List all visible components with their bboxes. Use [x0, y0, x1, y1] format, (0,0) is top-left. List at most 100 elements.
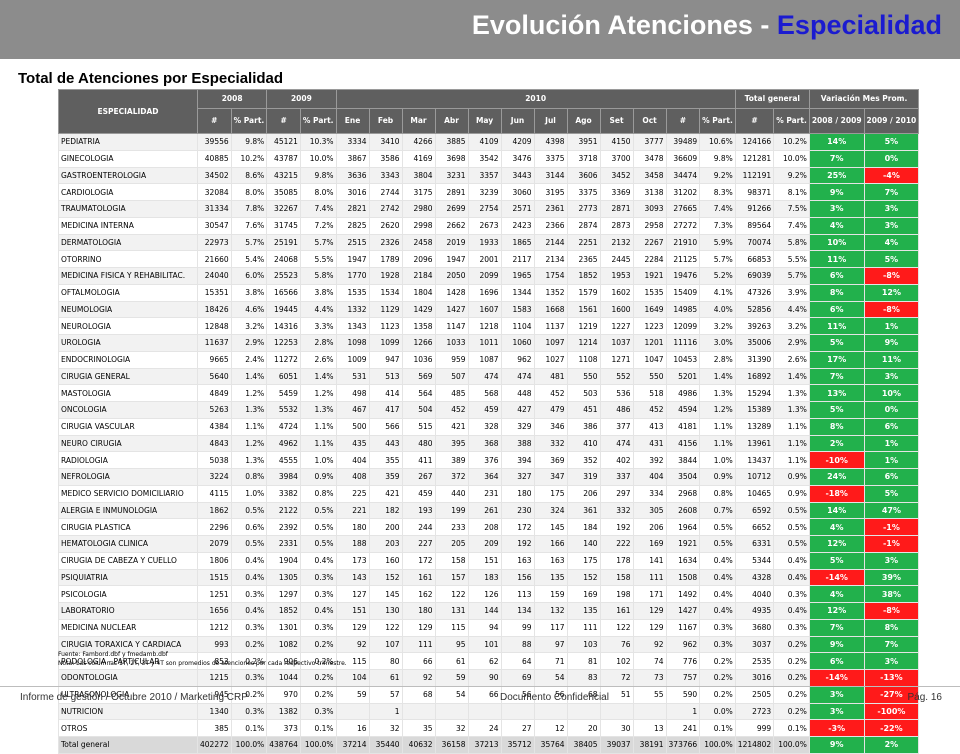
cell-value: 39037	[599, 736, 634, 754]
cell-value: 474	[599, 434, 634, 453]
cell-value: 2620	[368, 216, 403, 235]
cell-value: 68	[401, 685, 436, 704]
cell-value: 1	[665, 702, 701, 721]
cell-value: 70074	[734, 233, 775, 252]
cell-value: 188	[335, 535, 370, 553]
cell-value: 0.1%	[230, 719, 268, 737]
cell-value: 1215	[197, 669, 232, 687]
cell-variacion: 8%	[808, 283, 865, 302]
cell-value: 2744	[368, 183, 403, 201]
cell-value: 22973	[197, 233, 232, 252]
cell-value: 1561	[566, 300, 601, 319]
cell-variacion: -8%	[863, 300, 920, 319]
cell-value: 127	[335, 585, 370, 603]
cell-value: 16566	[266, 283, 301, 302]
cell-value: 122	[599, 618, 634, 637]
cell-especialidad: OTORRINO	[58, 250, 198, 268]
cell-value: 2122	[266, 501, 301, 520]
cell-value: 4843	[197, 434, 232, 453]
cell-value: 590	[665, 685, 701, 704]
cell-value: 222	[599, 535, 634, 553]
subheader-part: % Part.	[773, 108, 810, 134]
cell-value: 1804	[401, 283, 436, 302]
cell-value: 359	[368, 468, 403, 486]
table-row: CIRUGIA PLASTICA 2296 0.6% 2392 0.5% 180 200 24…	[58, 518, 920, 536]
cell-value: 4328	[734, 568, 775, 587]
cell-value: 2366	[533, 216, 568, 235]
cell-value: 2132	[599, 233, 634, 252]
cell-value: 83	[566, 669, 601, 687]
subheader-var-2008-2009: 2008 / 2009	[808, 108, 865, 134]
table-row: ALERGIA E INMUNOLOGIA 1862 0.5% 2122 0.5% 221…	[58, 501, 920, 520]
cell-value: 2326	[368, 233, 403, 252]
cell-value: 3410	[368, 133, 403, 151]
cell-value: 21125	[665, 250, 701, 268]
cell-variacion: -22%	[863, 719, 920, 737]
cell-variacion: 9%	[808, 736, 865, 754]
cell-value: 18426	[197, 300, 232, 319]
cell-value: 2958	[632, 216, 667, 235]
cell-value: 135	[566, 602, 601, 620]
cell-value: 43787	[266, 149, 301, 168]
cell-value: 11272	[266, 350, 301, 369]
cell-value: 1.1%	[773, 434, 810, 453]
cell-value: 1251	[197, 585, 232, 603]
cell-value: 3718	[566, 149, 601, 168]
cell-value: 0.3%	[230, 618, 268, 637]
cell-value: 410	[566, 434, 601, 453]
cell-value: 47326	[734, 283, 775, 302]
cell-variacion: 1%	[863, 434, 920, 453]
cell-value: 1214	[566, 334, 601, 352]
cell-value: 9.8%	[230, 133, 268, 151]
cell-value: 122	[368, 618, 403, 637]
cell-variacion: -27%	[863, 685, 920, 704]
cell-value: 92	[335, 635, 370, 654]
cell-value: 2284	[632, 250, 667, 268]
table-row: PSICOLOGIA 1251 0.3% 1297 0.3% 127 145 162 122 12…	[58, 585, 920, 603]
cell-value: 4266	[401, 133, 436, 151]
cell-value: 999	[734, 719, 775, 737]
cell-value: 0.3%	[699, 635, 736, 654]
cell-value: 1147	[434, 317, 469, 335]
cell-value: 10453	[665, 350, 701, 369]
cell-variacion: 6%	[808, 652, 865, 670]
cell-especialidad: CIRUGIA DE CABEZA Y CUELLO	[58, 551, 198, 570]
table-row: CARDIOLOGIA 32084 8.0% 35085 8.0% 3016 2744 317…	[58, 183, 920, 201]
cell-value: 24040	[197, 267, 232, 285]
table-row: OTORRINO 21660 5.4% 24068 5.5% 1947 1789 2096 19…	[58, 250, 920, 268]
cell-value: 1427	[665, 602, 701, 620]
cell-value: 0.6%	[230, 518, 268, 536]
cell-value: 162	[401, 585, 436, 603]
table-row: ODONTOLOGIA 1215 0.3% 1044 0.2% 104 61 92 59 90 69…	[58, 669, 920, 687]
cell-value: 3586	[368, 149, 403, 168]
cell-value: 2968	[665, 484, 701, 503]
cell-value: 175	[533, 484, 568, 503]
cell-value: 329	[500, 417, 535, 436]
cell-value: 31390	[734, 350, 775, 369]
cell-value: 1921	[632, 267, 667, 285]
cell-value: 9665	[197, 350, 232, 369]
subheader-month: Jul	[533, 108, 568, 134]
subheader-month: Ene	[335, 108, 370, 134]
col-header-variacion: Variación Mes Prom.	[808, 89, 920, 109]
cell-value: 12253	[266, 334, 301, 352]
cell-value: 564	[401, 384, 436, 402]
cell-value: 13289	[734, 417, 775, 436]
cell-value: 152	[566, 568, 601, 587]
header-row-2: # % Part. # % Part. Ene Feb Mar Abr May …	[59, 108, 920, 134]
cell-value: 2079	[197, 535, 232, 553]
cell-value: 10.6%	[699, 133, 736, 151]
cell-variacion: 2%	[808, 434, 865, 453]
cell-variacion: 5%	[863, 484, 920, 503]
cell-value: 2050	[434, 267, 469, 285]
cell-value: 157	[434, 568, 469, 587]
footnote: Nota: Las columnas 1T, 2T, 3T y 4T son p…	[58, 660, 347, 667]
cell-value: 2331	[266, 535, 301, 553]
cell-value: 24068	[266, 250, 301, 268]
cell-value: 0.5%	[230, 501, 268, 520]
cell-especialidad: MEDICINA FISICA Y REHABILITAC.	[58, 267, 198, 285]
cell-value: 92	[632, 635, 667, 654]
cell-value: 2571	[500, 200, 535, 218]
cell-variacion: 11%	[808, 317, 865, 335]
cell-value: 0.8%	[230, 468, 268, 486]
